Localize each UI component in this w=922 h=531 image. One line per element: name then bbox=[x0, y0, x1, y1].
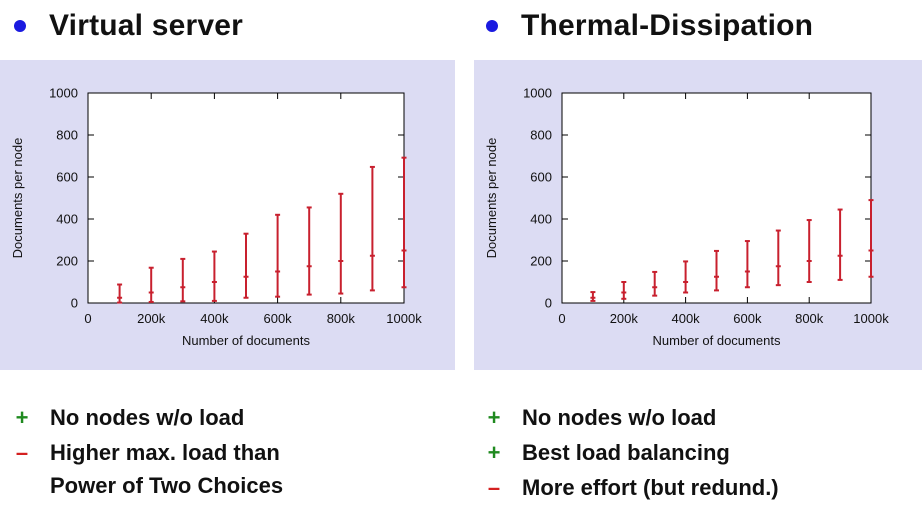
bullet-text: Higher max. load than bbox=[50, 440, 280, 465]
minus-icon: – bbox=[15, 440, 29, 465]
x-tick-label: 0 bbox=[84, 311, 91, 326]
x-tick-label: 600k bbox=[263, 311, 292, 326]
chart-panel-thermal-dissipation: 0 200 400 600 800 1000 0 200k 400k 600k 800k 1000k N… bbox=[474, 60, 922, 370]
y-axis-label: Documents per node bbox=[484, 138, 499, 259]
bullet-text: Best load balancing bbox=[522, 440, 730, 465]
y-tick-label: 0 bbox=[545, 296, 552, 311]
y-tick-label: 200 bbox=[56, 254, 78, 269]
bullet-continuation: Power of Two Choices bbox=[0, 472, 460, 504]
y-tick-label: 600 bbox=[56, 170, 78, 185]
x-tick-label: 1000k bbox=[853, 311, 889, 326]
bullet-text: No nodes w/o load bbox=[50, 405, 245, 430]
x-tick-label: 400k bbox=[671, 311, 700, 326]
chart-panel-virtual-server: 0 200 400 600 800 1000 0 200k 400k 600k 800k 1000k N… bbox=[0, 60, 455, 370]
plus-icon: + bbox=[487, 440, 501, 465]
bullet-dot-icon bbox=[486, 20, 498, 32]
y-tick-label: 200 bbox=[530, 254, 552, 269]
x-tick-label: 200k bbox=[137, 311, 166, 326]
bullet-text: No nodes w/o load bbox=[522, 405, 717, 430]
bullet-item: + No nodes w/o load bbox=[0, 402, 460, 437]
y-tick-label: 400 bbox=[56, 212, 78, 227]
y-tick-label: 1000 bbox=[49, 86, 78, 101]
x-tick-label: 0 bbox=[558, 311, 565, 326]
y-tick-label: 800 bbox=[56, 128, 78, 143]
bullet-text-continuation: Power of Two Choices bbox=[50, 473, 284, 498]
x-tick-label: 200k bbox=[610, 311, 639, 326]
bullet-item: + Best load balancing bbox=[472, 437, 922, 472]
right-column: Thermal-Dissipation 0 200 400 600 800 1000 0 20… bbox=[472, 0, 922, 531]
x-tick-label: 800k bbox=[795, 311, 824, 326]
y-tick-label: 400 bbox=[530, 212, 552, 227]
left-column: Virtual server 0 200 400 600 800 1000 0 200k 400… bbox=[0, 0, 460, 531]
y-tick-label: 800 bbox=[530, 128, 552, 143]
x-tick-label: 400k bbox=[200, 311, 229, 326]
x-tick-label: 800k bbox=[327, 311, 356, 326]
x-tick-label: 600k bbox=[733, 311, 762, 326]
bullet-item: + No nodes w/o load bbox=[472, 402, 922, 437]
bullet-text: More effort (but redund.) bbox=[522, 475, 779, 500]
chart-thermal-dissipation: 0 200 400 600 800 1000 0 200k 400k 600k 800k 1000k N… bbox=[474, 60, 922, 370]
plus-icon: + bbox=[15, 405, 29, 430]
left-heading-title: Virtual server bbox=[49, 9, 244, 42]
x-axis-label: Number of documents bbox=[653, 333, 781, 348]
minus-icon: – bbox=[487, 475, 501, 500]
chart-virtual-server: 0 200 400 600 800 1000 0 200k 400k 600k 800k 1000k N… bbox=[0, 60, 455, 370]
y-tick-label: 600 bbox=[530, 170, 552, 185]
right-heading-title: Thermal-Dissipation bbox=[521, 9, 814, 42]
x-tick-label: 1000k bbox=[386, 311, 422, 326]
bullet-item: – Higher max. load than bbox=[0, 437, 460, 472]
bullet-dot-icon bbox=[14, 20, 26, 32]
left-heading: Virtual server bbox=[0, 4, 243, 48]
right-heading: Thermal-Dissipation bbox=[472, 4, 813, 48]
x-axis-label: Number of documents bbox=[182, 333, 310, 348]
y-tick-label: 1000 bbox=[523, 86, 552, 101]
left-bullet-list: + No nodes w/o load – Higher max. load t… bbox=[0, 402, 460, 504]
plus-icon: + bbox=[487, 405, 501, 430]
bullet-item: – More effort (but redund.) bbox=[472, 472, 922, 507]
right-bullet-list: + No nodes w/o load + Best load balancin… bbox=[472, 402, 922, 507]
y-axis-label: Documents per node bbox=[10, 138, 25, 259]
y-tick-label: 0 bbox=[71, 296, 78, 311]
